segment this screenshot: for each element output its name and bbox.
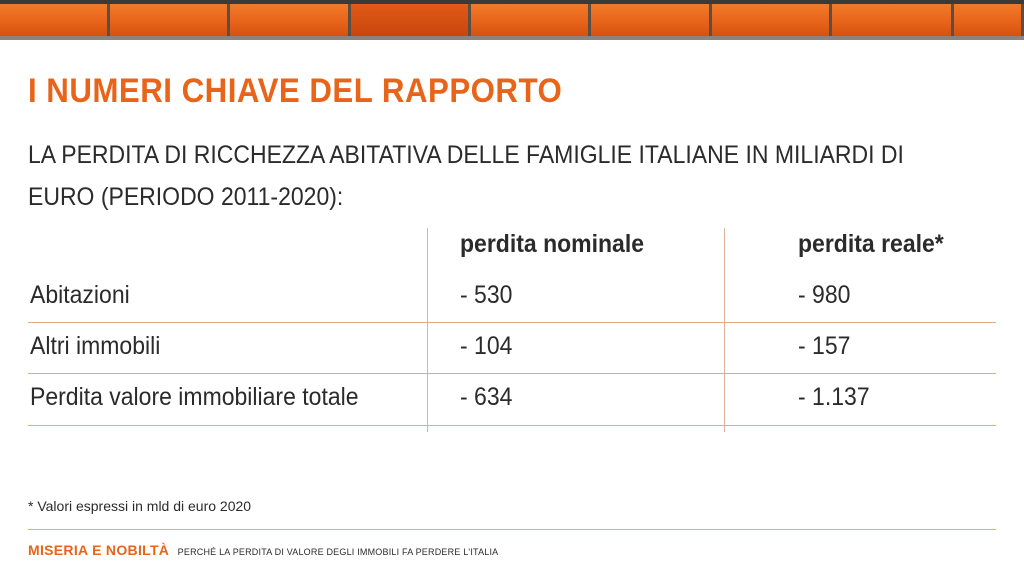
brick [110,4,230,36]
footer: MISERIA E NOBILTÀ PERCHÉ LA PERDITA DI V… [28,542,498,560]
brick [351,4,471,36]
brick-row [0,4,1024,36]
row-label: Altri immobili [30,332,161,360]
row-divider [28,425,996,426]
cell-reale: - 157 [798,332,851,360]
data-table: perdita nominale perdita reale* Abitazio… [28,228,996,432]
cell-nominale: - 530 [460,281,513,309]
page-subtitle: LA PERDITA DI RICCHEZZA ABITATIVA DELLE … [28,141,904,211]
row-label: Perdita valore immobiliare totale [30,383,359,411]
cell-reale: - 980 [798,281,851,309]
row-label: Abitazioni [30,281,130,309]
brick [230,4,351,36]
column-divider [427,228,428,432]
brick [471,4,591,36]
column-header-reale: perdita reale* [798,230,944,258]
footnote: * Valori espressi in mld di euro 2020 [28,498,252,514]
brick [832,4,954,36]
footer-tagline: PERCHÉ LA PERDITA DI VALORE DEGLI IMMOBI… [177,547,499,557]
cell-nominale: - 634 [460,383,513,411]
footer-brand: MISERIA E NOBILTÀ [28,542,170,558]
page-title: I NUMERI CHIAVE DEL RAPPORTO [28,72,563,110]
row-divider [28,322,996,323]
brick-wall-banner [0,0,1024,40]
column-header-nominale: perdita nominale [460,230,645,258]
brick [954,4,1024,36]
brick [712,4,832,36]
footer-divider [28,529,996,530]
brick [0,4,110,36]
cell-reale: - 1.137 [798,383,870,411]
column-divider [724,228,725,432]
brick [591,4,712,36]
row-divider [28,373,996,374]
cell-nominale: - 104 [460,332,513,360]
brick-mortar [0,36,1024,40]
